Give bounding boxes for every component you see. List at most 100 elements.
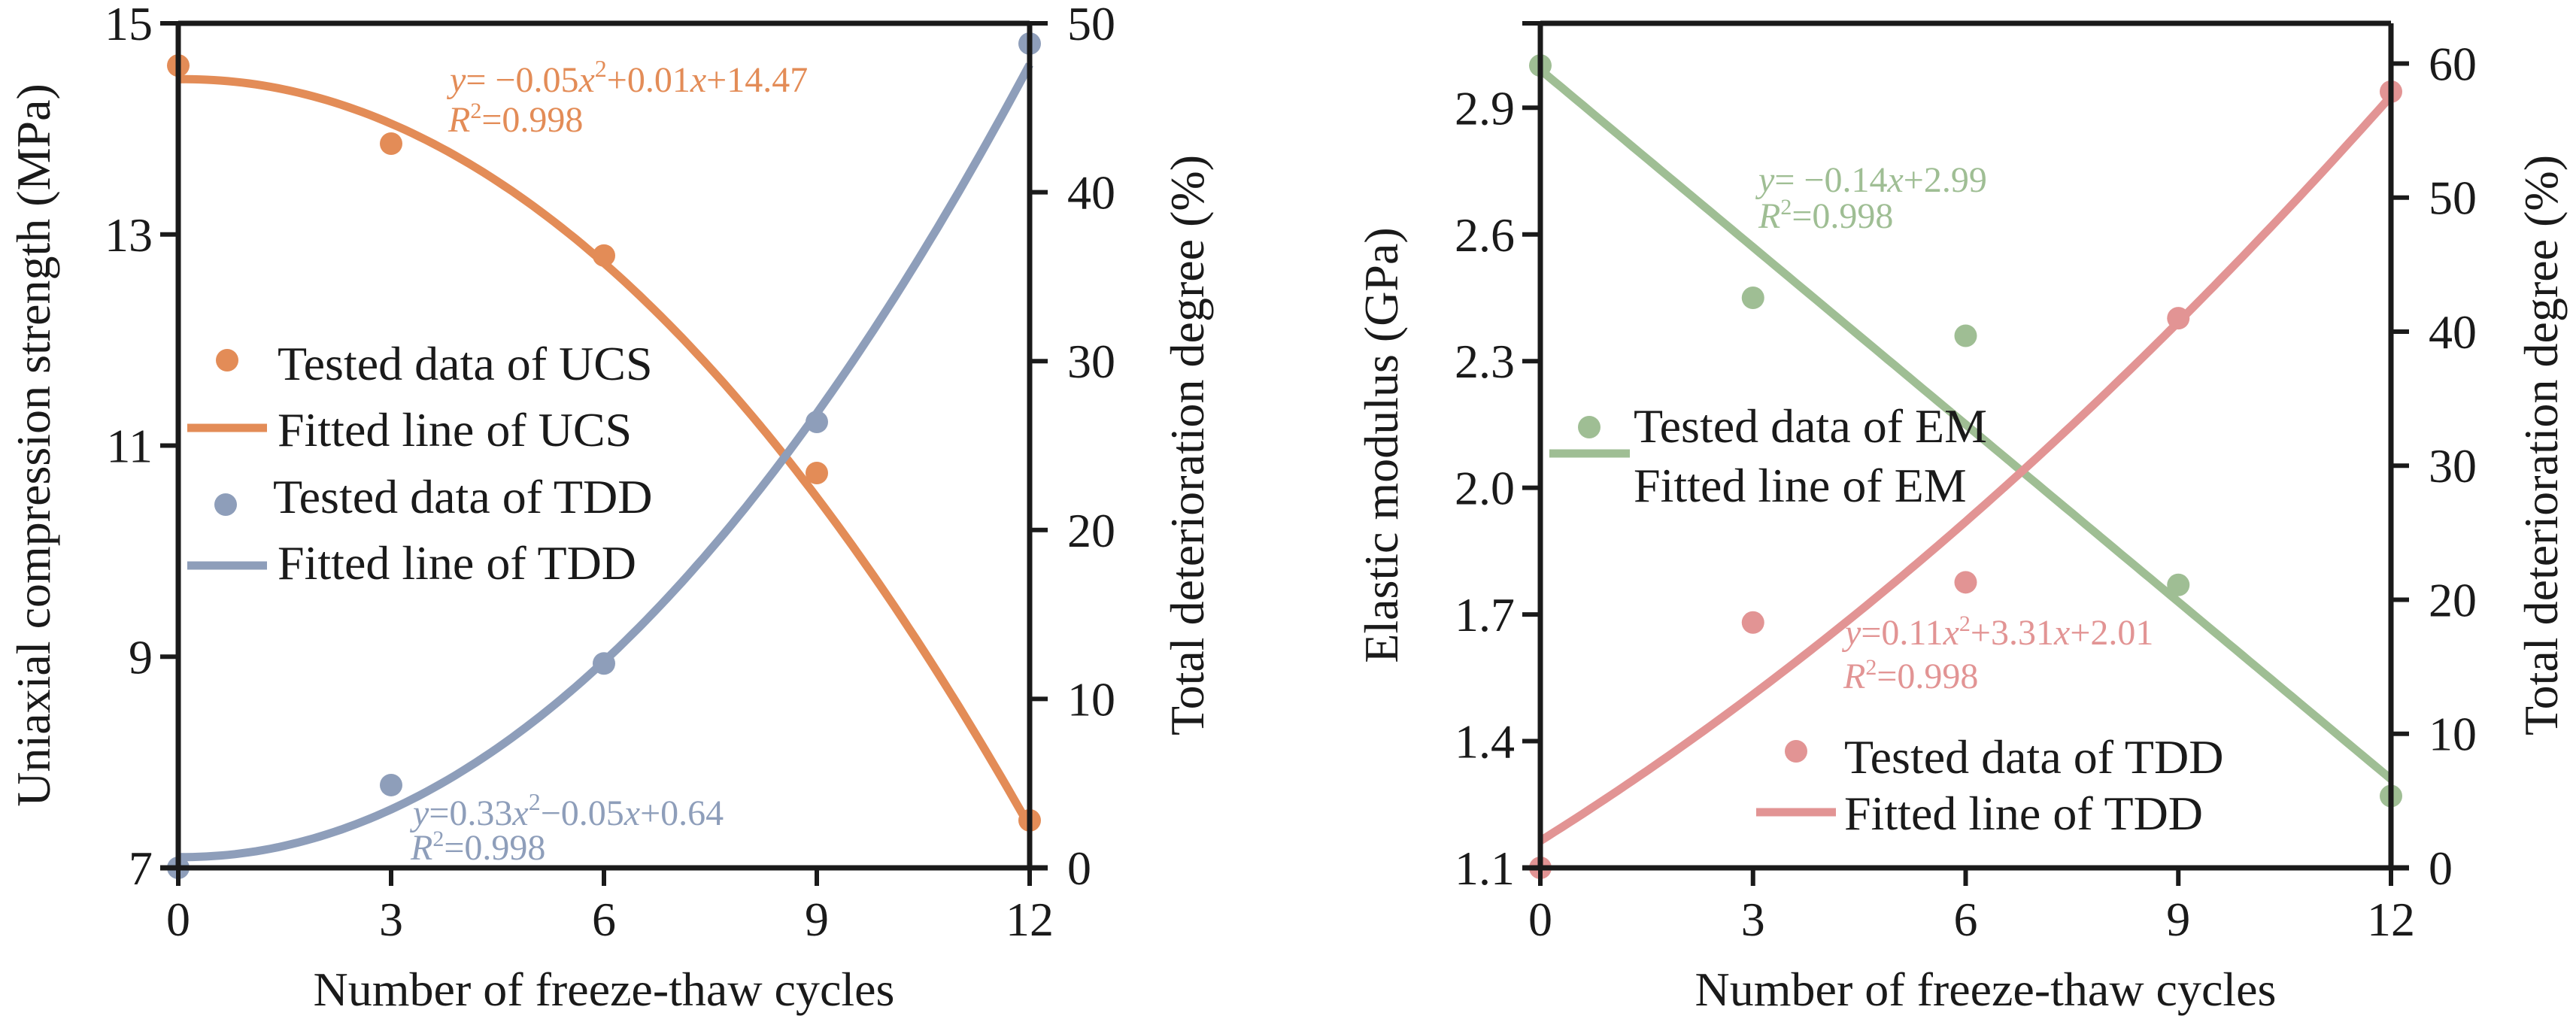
y2-tick-label: 10 [2429, 708, 2477, 761]
legend-item-em-points[interactable]: Tested data of EM [1578, 399, 1987, 453]
eq-part: = −0.05 [466, 60, 578, 100]
r2-sup: 2 [1865, 655, 1877, 680]
data-point [380, 132, 402, 156]
legend-label: Fitted line of EM [1634, 459, 1967, 512]
data-point [806, 461, 828, 484]
x-tick-label: 0 [1528, 893, 1552, 946]
eq-part: = −0.14 [1774, 160, 1887, 200]
r2-r: R [1758, 196, 1780, 236]
legend: Tested data of UCS Fitted line of UCS Te… [187, 337, 653, 590]
y-tick-label: 1.7 [1455, 588, 1515, 641]
legend-item-tdd-fit[interactable]: Fitted line of TDD [187, 536, 636, 590]
y-tick-label: 2.0 [1455, 462, 1515, 515]
legend-item-em-fit[interactable]: Fitted line of EM [1549, 449, 1967, 512]
r2-sup: 2 [432, 826, 444, 851]
equation-em: y= −0.14x+2.99 [1755, 160, 1987, 200]
eq-part: +14.47 [706, 60, 808, 100]
eq-y: y [409, 793, 429, 833]
data-point [380, 773, 402, 796]
data-point [2167, 307, 2190, 330]
y2-tick-label: 20 [1067, 504, 1115, 557]
x-axis-title: Number of freeze-thaw cycles [1695, 963, 2277, 1016]
data-point [1741, 286, 1764, 309]
legend-em: Tested data of EM Fitted line of EM [1549, 399, 1987, 512]
fit-line-fitted-line-of-tdd [177, 62, 1033, 862]
legend-marker-circle [214, 493, 237, 516]
r2-rest: =0.998 [444, 828, 545, 868]
data-points [1529, 54, 2402, 879]
legend-label: Tested data of UCS [278, 337, 653, 390]
x-tick-label: 12 [1006, 893, 1054, 946]
legend-marker-circle [216, 349, 238, 371]
y2-tick-label: 40 [2429, 305, 2477, 359]
legend-marker-circle [1578, 416, 1601, 438]
data-point [1954, 571, 1977, 594]
y2-tick-label: 30 [2429, 439, 2477, 493]
legend-item-ucs-fit[interactable]: Fitted line of UCS [187, 403, 632, 456]
equation-tdd-right: y=0.11x2+3.31x+2.01 [1841, 611, 2153, 653]
ticks: 0 3 6 9 12 7 9 11 13 15 0 10 20 30 40 50 [105, 0, 1115, 946]
legend-item-ucs-points[interactable]: Tested data of UCS [216, 337, 653, 390]
r2-r: R [410, 828, 432, 868]
r2-rest: =0.998 [1877, 657, 1978, 696]
eq-x: x [578, 60, 594, 100]
fit-lines [1537, 66, 2395, 845]
x-tick-label: 6 [1954, 893, 1978, 946]
y2-tick-label: 0 [1067, 842, 1091, 895]
eq-x: x [2053, 613, 2070, 653]
x-tick-label: 3 [379, 893, 403, 946]
eq-part: −0.05 [541, 793, 624, 833]
y-tick-label: 7 [129, 842, 153, 895]
legend-item-tdd-points[interactable]: Tested data of TDD [214, 470, 652, 523]
data-points [167, 32, 1041, 879]
eq-part: +2.99 [1904, 160, 1987, 200]
y-tick-label: 15 [105, 0, 153, 50]
eq-y: y [1755, 160, 1775, 200]
r2-rest: =0.998 [1792, 196, 1893, 236]
ticks: 0 3 6 9 12 1.1 1.4 1.7 2.0 2.3 2.6 2.9 0 10 20 30 40 50 60 [1455, 37, 2477, 946]
equation-tdd-left: y=0.33x2−0.05x+0.64 [409, 788, 724, 833]
eq-sup: 2 [529, 788, 541, 815]
y-tick-label: 9 [129, 630, 153, 684]
legend-label: Fitted line of TDD [1844, 787, 2203, 840]
eq-part: +2.01 [2070, 613, 2153, 653]
r2-ucs: R2=0.998 [448, 99, 583, 140]
y2-tick-label: 40 [1067, 166, 1115, 220]
eq-part: +0.01 [607, 60, 690, 100]
data-point [593, 244, 615, 267]
x-tick-label: 0 [166, 893, 190, 946]
y-tick-label: 11 [106, 420, 153, 473]
chart-ucs-tdd: 0 3 6 9 12 7 9 11 13 15 0 10 20 30 40 50 Number of free… [7, 0, 1214, 1016]
x-tick-label: 12 [2367, 893, 2415, 946]
chart-em-tdd: 0 3 6 9 12 1.1 1.4 1.7 2.0 2.3 2.6 2.9 0 10 20 30 40 50 60… [1355, 20, 2568, 1016]
y-tick-label: 2.9 [1455, 81, 1515, 135]
eq-part: +0.64 [640, 793, 724, 833]
data-point [2167, 573, 2190, 596]
eq-sup: 2 [595, 55, 607, 82]
y2-tick-label: 10 [1067, 672, 1115, 726]
y2-tick-label: 30 [1067, 335, 1115, 388]
r2-r: R [1843, 657, 1865, 696]
fit-line-fitted-line-of-tdd [1538, 93, 2395, 845]
r2-tdd-left: R2=0.998 [410, 826, 545, 868]
y2-tick-label: 20 [2429, 573, 2477, 626]
r2-em: R2=0.998 [1758, 195, 1893, 236]
eq-sup: 2 [1959, 611, 1971, 636]
eq-x: x [1943, 613, 1959, 653]
legend-label: Tested data of TDD [273, 470, 652, 523]
legend-item-tdd-fit[interactable]: Fitted line of TDD [1756, 787, 2203, 840]
y-tick-label: 1.1 [1455, 842, 1515, 895]
eq-part: +3.31 [1971, 613, 2054, 653]
y-axis-title-left: Uniaxial compression strength (MPa) [7, 83, 60, 807]
data-point [593, 652, 615, 675]
y2-tick-label: 50 [1067, 0, 1115, 50]
eq-x: x [624, 793, 640, 833]
equation-ucs: y= −0.05x2+0.01x+14.47 [446, 55, 808, 100]
x-tick-label: 9 [805, 893, 829, 946]
legend-item-tdd-points[interactable]: Tested data of TDD [1785, 730, 2223, 784]
eq-x: x [511, 793, 528, 833]
fit-line-fitted-line-of-em [1537, 66, 2394, 783]
y2-tick-label: 60 [2429, 37, 2477, 90]
data-point [806, 411, 828, 434]
r2-sup: 2 [470, 99, 481, 123]
